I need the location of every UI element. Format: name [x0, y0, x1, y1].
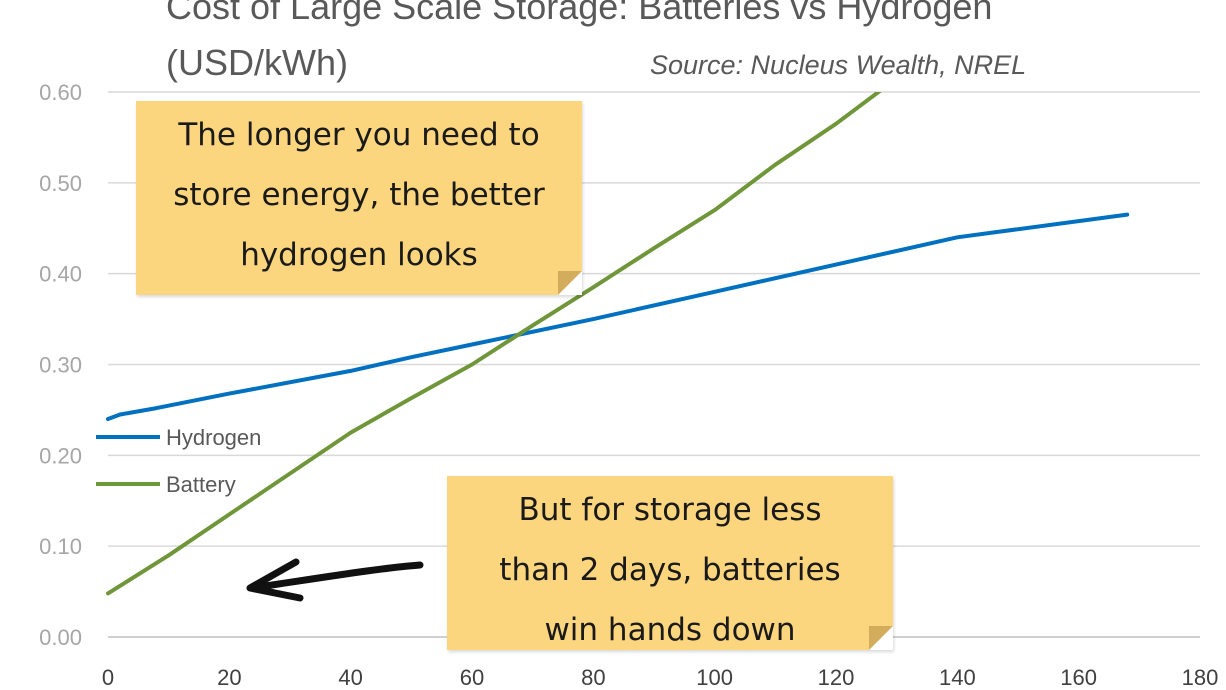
annotation-line: than 2 days, batteries [499, 552, 841, 588]
chart-source: Source: Nucleus Wealth, NREL [650, 50, 1027, 80]
legend-label: Battery [166, 472, 236, 497]
legend-label: Hydrogen [166, 425, 261, 450]
y-tick-label: 0.10 [39, 534, 82, 559]
annotation-line: But for storage less [518, 492, 822, 528]
y-tick-label: 0.30 [39, 353, 82, 378]
y-tick-label: 0.50 [39, 171, 82, 196]
y-tick-label: 0.60 [39, 80, 82, 105]
annotation-line: store energy, the better [173, 177, 545, 213]
annotation-line: hydrogen looks [240, 237, 478, 273]
x-tick-label: 0 [102, 665, 114, 690]
y-tick-label: 0.40 [39, 262, 82, 287]
x-tick-label: 180 [1182, 665, 1219, 690]
series-line-battery [106, 92, 882, 596]
x-tick-label: 120 [818, 665, 855, 690]
chart-title-units: (USD/kWh) [166, 42, 348, 83]
y-tick-label: 0.00 [39, 625, 82, 650]
x-tick-label: 160 [1060, 665, 1097, 690]
chart-title: Cost of Large Scale Storage: Batteries v… [166, 0, 993, 27]
note-fold-corner [558, 271, 582, 295]
x-tick-label: 100 [696, 665, 733, 690]
x-tick-label: 40 [338, 665, 362, 690]
series-line-hydrogen [106, 212, 1130, 421]
annotation-line: The longer you need to [178, 117, 540, 153]
annotation-line: win hands down [544, 612, 796, 648]
x-tick-label: 80 [581, 665, 605, 690]
x-tick-label: 60 [460, 665, 484, 690]
annotation-note-battery: But for storage less than 2 days, batter… [447, 476, 893, 650]
x-tick-label: 140 [939, 665, 976, 690]
x-tick-label: 20 [217, 665, 241, 690]
note-fold-corner [869, 626, 893, 650]
y-tick-label: 0.20 [39, 443, 82, 468]
annotation-note-hydrogen: The longer you need to store energy, the… [136, 101, 582, 295]
